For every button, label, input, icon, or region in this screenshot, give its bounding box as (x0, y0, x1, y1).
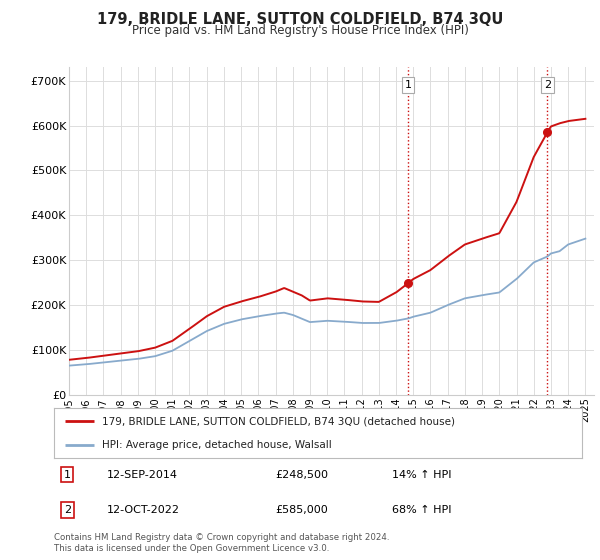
Text: Contains HM Land Registry data © Crown copyright and database right 2024.
This d: Contains HM Land Registry data © Crown c… (54, 533, 389, 553)
Text: 1: 1 (64, 469, 71, 479)
Text: £585,000: £585,000 (276, 505, 329, 515)
Text: 12-SEP-2014: 12-SEP-2014 (107, 469, 178, 479)
Text: 12-OCT-2022: 12-OCT-2022 (107, 505, 180, 515)
Text: 179, BRIDLE LANE, SUTTON COLDFIELD, B74 3QU (detached house): 179, BRIDLE LANE, SUTTON COLDFIELD, B74 … (101, 416, 455, 426)
Text: 1: 1 (404, 80, 412, 90)
Text: 2: 2 (64, 505, 71, 515)
Text: 179, BRIDLE LANE, SUTTON COLDFIELD, B74 3QU: 179, BRIDLE LANE, SUTTON COLDFIELD, B74 … (97, 12, 503, 27)
Text: £248,500: £248,500 (276, 469, 329, 479)
Text: 68% ↑ HPI: 68% ↑ HPI (392, 505, 451, 515)
Text: Price paid vs. HM Land Registry's House Price Index (HPI): Price paid vs. HM Land Registry's House … (131, 24, 469, 37)
Text: 14% ↑ HPI: 14% ↑ HPI (392, 469, 451, 479)
Text: 2: 2 (544, 80, 551, 90)
Text: HPI: Average price, detached house, Walsall: HPI: Average price, detached house, Wals… (101, 441, 331, 450)
